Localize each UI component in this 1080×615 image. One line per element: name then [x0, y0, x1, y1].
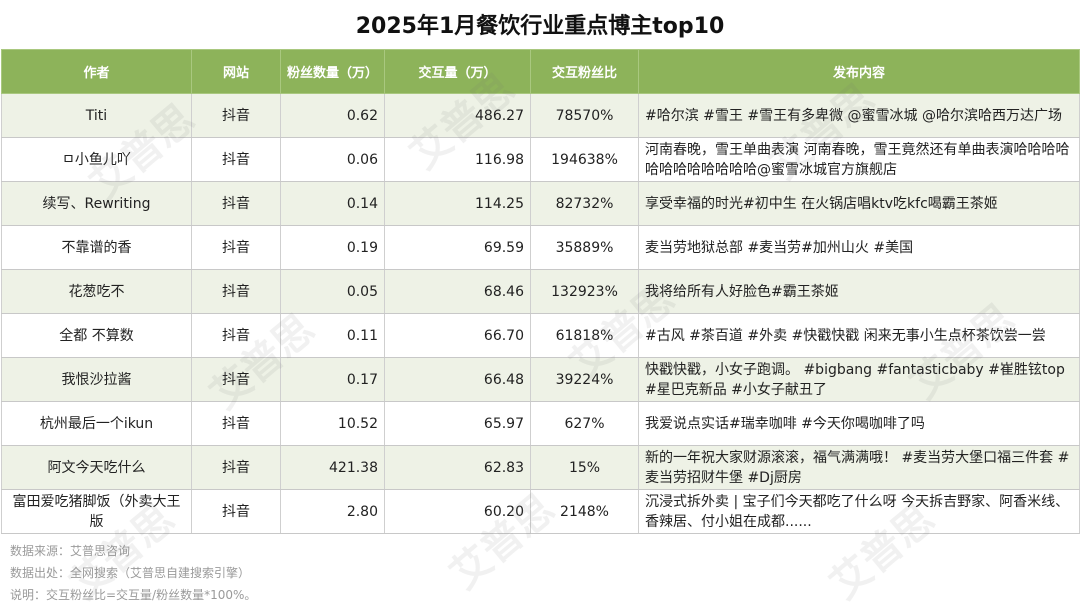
ratio-cell: 194638%: [530, 137, 639, 182]
table-row: 不靠谱的香 抖音 0.19 69.59 35889% 麦当劳地狱总部 #麦当劳#…: [1, 225, 1080, 270]
interactions-cell: 486.27: [384, 93, 531, 138]
interactions-cell: 66.48: [384, 357, 531, 402]
author-cell: ㅁ小鱼儿吖: [1, 137, 192, 182]
fans-cell: 0.05: [280, 269, 385, 314]
column-header-author: 作者: [1, 49, 192, 94]
content-cell: 我将给所有人好脸色#霸王茶姬: [638, 269, 1080, 314]
site-cell: 抖音: [191, 489, 281, 534]
ratio-cell: 15%: [530, 445, 639, 490]
table-row: ㅁ小鱼儿吖 抖音 0.06 116.98 194638% 河南春晚，雪王单曲表演…: [1, 137, 1080, 182]
author-cell: 花葱吃不: [1, 269, 192, 314]
site-cell: 抖音: [191, 445, 281, 490]
footer-notes: 数据来源：艾普思咨询 数据出处：全网搜索（艾普思自建搜索引擎） 说明：交互粉丝比…: [10, 540, 610, 606]
ratio-cell: 82732%: [530, 181, 639, 226]
fans-cell: 0.19: [280, 225, 385, 270]
table-row: 我恨沙拉酱 抖音 0.17 66.48 39224% 快戳快戳，小女子跑调。 #…: [1, 357, 1080, 402]
content-cell: 麦当劳地狱总部 #麦当劳#加州山火 #美国: [638, 225, 1080, 270]
content-cell: 沉浸式拆外卖 | 宝子们今天都吃了什么呀 今天拆吉野家、阿香米线、香辣居、付小姐…: [638, 489, 1080, 534]
interactions-cell: 66.70: [384, 313, 531, 358]
site-cell: 抖音: [191, 269, 281, 314]
site-cell: 抖音: [191, 225, 281, 270]
table-row: 阿文今天吃什么 抖音 421.38 62.83 15% 新的一年祝大家财源滚滚，…: [1, 445, 1080, 490]
table-header-row: 作者 网站 粉丝数量（万） 交互量（万） 交互粉丝比 发布内容: [1, 49, 1080, 94]
site-cell: 抖音: [191, 313, 281, 358]
ratio-cell: 132923%: [530, 269, 639, 314]
site-cell: 抖音: [191, 401, 281, 446]
interactions-cell: 116.98: [384, 137, 531, 182]
fans-cell: 0.17: [280, 357, 385, 402]
content-cell: 我爱说点实话#瑞幸咖啡 #今天你喝咖啡了吗: [638, 401, 1080, 446]
data-table: 作者 网站 粉丝数量（万） 交互量（万） 交互粉丝比 发布内容 Titi 抖音 …: [1, 49, 1080, 534]
fans-cell: 0.06: [280, 137, 385, 182]
interactions-cell: 114.25: [384, 181, 531, 226]
ratio-cell: 39224%: [530, 357, 639, 402]
ratio-cell: 35889%: [530, 225, 639, 270]
content-cell: 享受幸福的时光#初中生 在火锅店唱ktv吃kfc喝霸王茶姬: [638, 181, 1080, 226]
author-cell: 续写、Rewriting: [1, 181, 192, 226]
ratio-cell: 78570%: [530, 93, 639, 138]
table-row: 富田爱吃猪脚饭（外卖大王版 抖音 2.80 60.20 2148% 沉浸式拆外卖…: [1, 489, 1080, 534]
author-cell: 全都 不算数: [1, 313, 192, 358]
content-cell: 新的一年祝大家财源滚滚，福气满满哦！ #麦当劳大堡口福三件套 #麦当劳招财牛堡 …: [638, 445, 1080, 490]
table-row: Titi 抖音 0.62 486.27 78570% #哈尔滨 #雪王 #雪王有…: [1, 93, 1080, 138]
interactions-cell: 60.20: [384, 489, 531, 534]
column-header-interactions: 交互量（万）: [384, 49, 531, 94]
fans-cell: 0.11: [280, 313, 385, 358]
column-header-ratio: 交互粉丝比: [530, 49, 639, 94]
footer-source: 数据来源：艾普思咨询: [10, 544, 131, 558]
column-header-fans: 粉丝数量（万）: [280, 49, 385, 94]
fans-cell: 0.14: [280, 181, 385, 226]
column-header-content: 发布内容: [638, 49, 1080, 94]
interactions-cell: 68.46: [384, 269, 531, 314]
author-cell: 杭州最后一个ikun: [1, 401, 192, 446]
site-cell: 抖音: [191, 137, 281, 182]
column-header-site: 网站: [191, 49, 281, 94]
page-title: 2025年1月餐饮行业重点博主top10: [355, 14, 725, 39]
author-cell: Titi: [1, 93, 192, 138]
content-cell: 河南春晚，雪王单曲表演 河南春晚，雪王竟然还有单曲表演哈哈哈哈哈哈哈哈哈哈哈哈@…: [638, 137, 1080, 182]
ratio-cell: 627%: [530, 401, 639, 446]
author-cell: 不靠谱的香: [1, 225, 192, 270]
footer-origin: 数据出处：全网搜索（艾普思自建搜索引擎）: [10, 566, 251, 580]
interactions-cell: 65.97: [384, 401, 531, 446]
ratio-cell: 61818%: [530, 313, 639, 358]
content-cell: #哈尔滨 #雪王 #雪王有多卑微 @蜜雪冰城 @哈尔滨哈西万达广场: [638, 93, 1080, 138]
author-cell: 富田爱吃猪脚饭（外卖大王版: [1, 489, 192, 534]
table-row: 续写、Rewriting 抖音 0.14 114.25 82732% 享受幸福的…: [1, 181, 1080, 226]
interactions-cell: 62.83: [384, 445, 531, 490]
table-row: 全都 不算数 抖音 0.11 66.70 61818% #古风 #茶百道 #外卖…: [1, 313, 1080, 358]
content-cell: 快戳快戳，小女子跑调。 #bigbang #fantasticbaby #崔胜铉…: [638, 357, 1080, 402]
ratio-cell: 2148%: [530, 489, 639, 534]
fans-cell: 0.62: [280, 93, 385, 138]
site-cell: 抖音: [191, 357, 281, 402]
table-row: 杭州最后一个ikun 抖音 10.52 65.97 627% 我爱说点实话#瑞幸…: [1, 401, 1080, 446]
site-cell: 抖音: [191, 181, 281, 226]
fans-cell: 10.52: [280, 401, 385, 446]
site-cell: 抖音: [191, 93, 281, 138]
interactions-cell: 69.59: [384, 225, 531, 270]
author-cell: 我恨沙拉酱: [1, 357, 192, 402]
fans-cell: 421.38: [280, 445, 385, 490]
author-cell: 阿文今天吃什么: [1, 445, 192, 490]
content-cell: #古风 #茶百道 #外卖 #快戳快戳 闲来无事小生点杯茶饮尝一尝: [638, 313, 1080, 358]
table-row: 花葱吃不 抖音 0.05 68.46 132923% 我将给所有人好脸色#霸王茶…: [1, 269, 1080, 314]
footer-note: 说明：交互粉丝比=交互量/粉丝数量*100%。: [10, 588, 257, 602]
fans-cell: 2.80: [280, 489, 385, 534]
